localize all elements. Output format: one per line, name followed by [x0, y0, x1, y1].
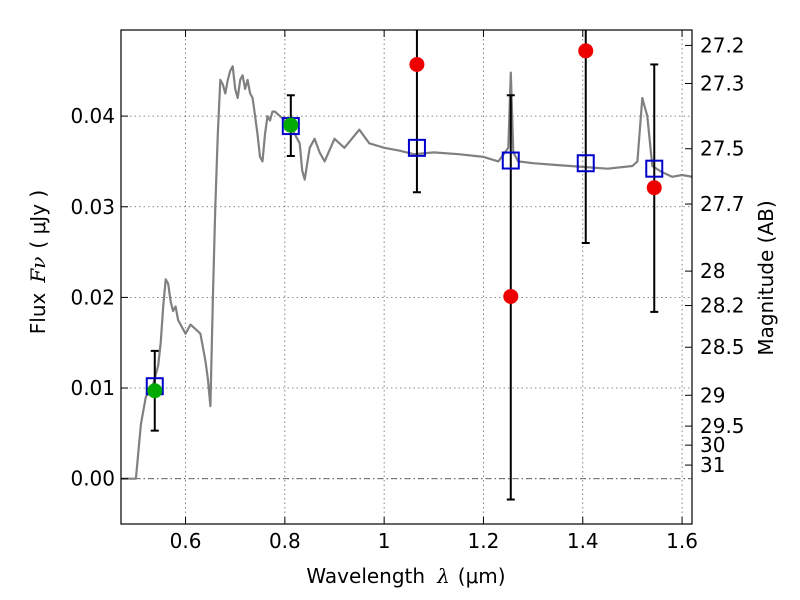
axis-ticks: 0.6 0.8 1 1.2 1.4 1.6 0.00 0.01 0.02 0.03 0.04 27.2…: [70, 30, 745, 553]
y-tick-label: 0.02: [70, 285, 115, 309]
mag-tick-label: 28: [700, 259, 725, 283]
x-tick-label: 1: [378, 529, 391, 553]
y-axis-label: Flux Fν ( μJy ): [26, 190, 50, 334]
mag-tick-label: 27.3: [700, 71, 745, 95]
x-axis-label-symbol: λ: [436, 564, 450, 588]
x-axis-label: Wavelength λ (μm): [306, 564, 505, 588]
grid-lines: [121, 30, 692, 524]
sed-line: [121, 65, 692, 480]
non-detection-point: [409, 56, 425, 72]
mag-tick-label: 28.2: [700, 294, 745, 318]
y-tick-label: 0.04: [70, 104, 115, 128]
x-tick-label: 1.4: [567, 529, 599, 553]
non-detection-point: [646, 180, 662, 196]
detection-point: [283, 117, 299, 133]
model-band-square: [645, 159, 664, 178]
y-tick-label: 0.00: [70, 467, 115, 491]
non-detection-point: [503, 288, 519, 304]
model-band-square: [501, 151, 520, 170]
x-tick-label: 0.8: [269, 529, 301, 553]
non-detection-point: [578, 43, 594, 59]
detection-point: [147, 383, 163, 399]
plot-frame: [120, 29, 693, 525]
mag-tick-label: 27.7: [700, 192, 745, 216]
mag-tick-label: 27.5: [700, 137, 745, 161]
x-axis-label-unit: (μm): [458, 564, 506, 588]
y2-axis-label: Magnitude (AB): [754, 200, 778, 355]
mag-tick-label: 29: [700, 383, 725, 407]
plot-area: [121, 30, 692, 501]
x-tick-label: 0.6: [170, 529, 202, 553]
y-tick-label: 0.01: [70, 376, 115, 400]
mag-tick-label: 29.5: [700, 414, 745, 438]
y-axis-label-unit: ( μJy ): [26, 190, 50, 249]
y-axis-label-symbol: Fν: [26, 257, 50, 284]
model-band-square: [576, 154, 595, 173]
x-tick-label: 1.6: [666, 529, 698, 553]
y-tick-label: 0.03: [70, 195, 115, 219]
mag-tick-label: 30: [700, 433, 725, 457]
mag-tick-label: 28.5: [700, 335, 745, 359]
x-axis-label-text: Wavelength: [306, 564, 425, 588]
x-tick-label: 1.2: [468, 529, 500, 553]
y-axis-label-text: Flux: [26, 292, 50, 334]
mag-tick-label: 27.2: [700, 33, 745, 57]
model-band-square: [407, 138, 426, 157]
mag-tick-label: 31: [700, 453, 725, 477]
